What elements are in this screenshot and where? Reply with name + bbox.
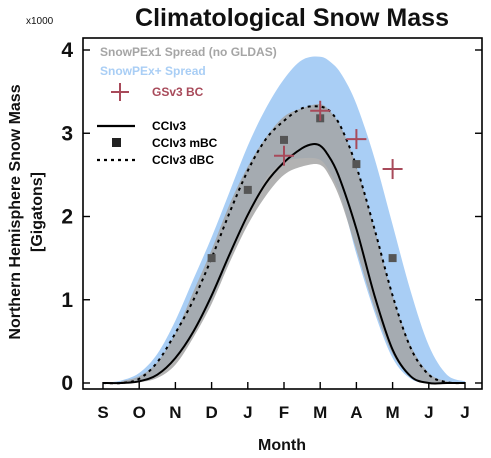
x-tick-label: J [424,403,433,422]
legend: SnowPEx1 Spread (no GLDAS) SnowPEx+ Spre… [97,45,277,167]
x-tick-label: N [169,403,181,422]
x-tick-label: M [386,403,400,422]
x-tick-label: S [97,403,108,422]
x-tick-label: D [205,403,217,422]
point-cciv3-mbc [388,254,397,263]
x-tick-label: A [350,403,362,422]
series-line-cciv3-dbc [102,105,466,385]
legend-label-cciv3: CCIv3 [152,119,186,133]
y-axis-label-line1: Northern Hemisphere Snow Mass [7,84,24,339]
point-cciv3-mbc [280,135,288,144]
x-tick-label: M [313,403,327,422]
legend-label-cciv3-dbc: CCIv3 dBC [152,153,214,167]
chart-title: Climatological Snow Mass [135,4,449,32]
x-tick-label: J [460,403,469,422]
y-tick-label: 1 [61,289,73,312]
x-axis-label: Month [258,437,306,454]
x-tick-label: J [243,403,252,422]
legend-label-cciv3-mbc: CCIv3 mBC [152,136,218,150]
legend-label-spread1: SnowPEx1 Spread (no GLDAS) [100,45,277,59]
point-cciv3-mbc [352,160,361,169]
plot-area: 0 1 2 3 4 S O N D J F M A M J J [61,37,483,422]
y-tick-label: 3 [61,122,73,145]
point-cciv3-mbc [207,254,216,263]
y-tick-label: 2 [61,206,73,229]
series-line-cciv3 [102,142,465,385]
legend-cciv3-mbc-marker [112,138,121,147]
legend-label-spread-plus: SnowPEx+ Spread [100,64,206,78]
y-axis-label-line2: [Gigatons] [29,172,46,252]
plot-frame [82,37,483,390]
point-gsv3-bc [310,100,331,121]
legend-label-gsv3: GSv3 BC [152,85,204,99]
point-gsv3-bc [346,129,367,150]
y-tick-label: 4 [61,39,73,62]
point-gsv3-bc [274,145,294,166]
y-tick-label: 0 [61,372,73,395]
band-snowpex-plus-spread [103,56,465,384]
x-tick-label: F [279,403,289,422]
point-gsv3-bc [382,159,403,180]
x-tick-label: O [133,403,146,422]
y-multiplier: x1000 [26,16,54,27]
point-cciv3-mbc [243,185,252,194]
